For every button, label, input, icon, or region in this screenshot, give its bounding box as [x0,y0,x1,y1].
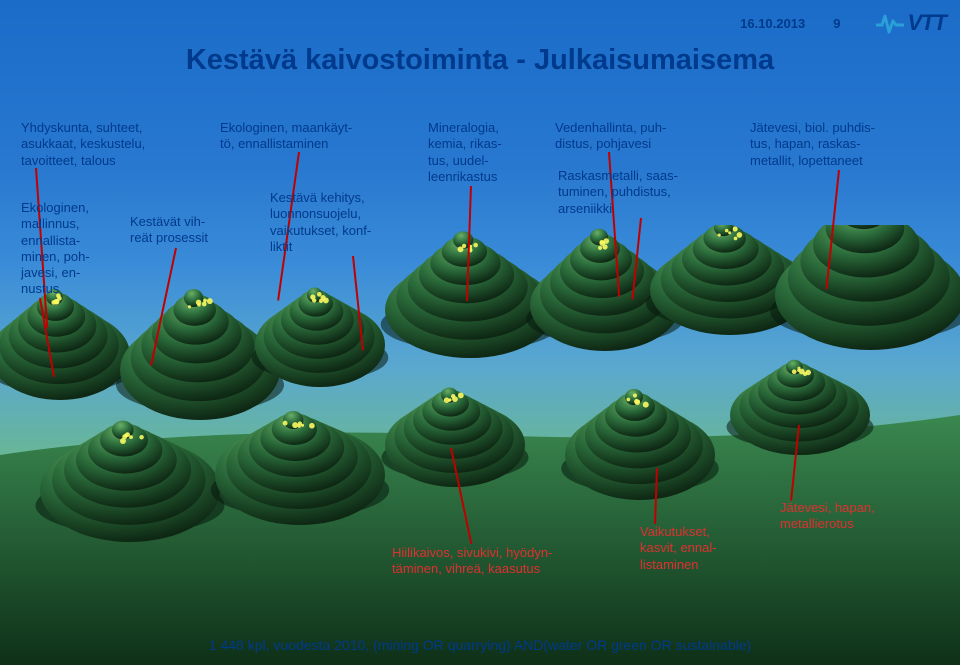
topic-label-l12: Jätevesi, hapan,metallierotus [780,500,905,533]
topic-label-l5: Kestävä kehitys,luonnonsuojelu,vaikutuks… [270,190,410,255]
topic-label-l10: Hiilikaivos, sivukivi, hyödyn-täminen, v… [392,545,602,578]
slide-title: Kestävä kaivostoiminta - Julkaisumaisema [0,44,960,77]
publication-landscape [0,225,960,665]
topic-label-l3: Kestävät vih-reät prosessit [130,214,230,247]
vtt-logo: VTT [876,10,946,36]
topic-label-l8: Raskasmetalli, saas-tuminen, puhdistus,a… [558,168,718,217]
footer-query: 1 448 kpl, vuodesta 2010, (mining OR qua… [0,637,960,653]
topic-label-l2: Ekologinen,mallinnus,ennallista-minen, p… [21,200,116,298]
topic-label-l4: Ekologinen, maankäyt-tö, ennallistaminen [220,120,390,153]
vtt-logo-text: VTT [907,10,946,36]
topic-label-l11: Vaikutukset,kasvit, ennal-listaminen [640,524,745,573]
vtt-pulse-icon [876,11,904,35]
topic-label-l6: Mineralogia,kemia, rikas-tus, uudel-leen… [428,120,528,185]
slide-header: 16.10.2013 9 VTT [740,10,946,36]
slide-date: 16.10.2013 [740,16,805,31]
topic-label-l1: Yhdyskunta, suhteet,asukkaat, keskustelu… [21,120,181,169]
topic-label-l9: Jätevesi, biol. puhdis-tus, hapan, raska… [750,120,915,169]
topic-label-l7: Vedenhallinta, puh-distus, pohjavesi [555,120,705,153]
slide-page-number: 9 [833,16,840,31]
